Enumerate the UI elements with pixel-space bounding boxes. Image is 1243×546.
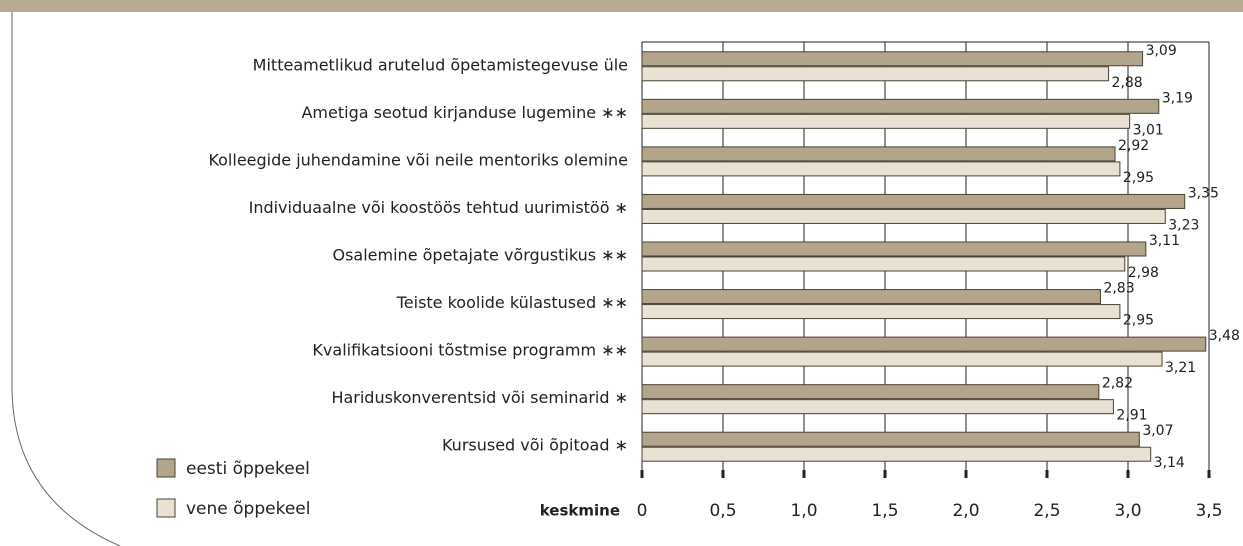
x-tick-label: 2,0 (952, 501, 979, 521)
value-label: 2,92 (1118, 138, 1149, 154)
bar (641, 146, 1116, 162)
bar (641, 208, 1166, 224)
y-tick-label: Hariduskonverentsid või seminarid ∗ (331, 388, 628, 407)
x-tick-label: 1,5 (871, 501, 898, 521)
top-band (0, 0, 1243, 12)
bar (641, 446, 1152, 462)
y-tick-label: Kolleegide juhendamine või neile mentori… (208, 150, 628, 169)
value-label: 3,14 (1154, 455, 1185, 471)
value-label: 3,01 (1133, 122, 1164, 138)
y-tick-label: Kvalifikatsiooni tõstmise programm ∗∗ (312, 341, 628, 360)
decor-curve (11, 12, 121, 546)
value-label: 2,82 (1102, 376, 1133, 392)
y-tick-label: Mitteametlikud arutelud õpetamistegevuse… (253, 55, 628, 74)
bar (641, 431, 1140, 447)
value-label: 2,88 (1112, 75, 1143, 91)
bar (641, 351, 1163, 367)
value-label: 3,11 (1149, 233, 1180, 249)
bar (641, 113, 1131, 129)
x-tick-label: 0,5 (709, 501, 736, 521)
value-label: 2,98 (1128, 265, 1159, 281)
bar (641, 193, 1186, 209)
x-tick-label: 2,5 (1033, 501, 1060, 521)
value-label: 3,35 (1188, 185, 1219, 201)
bar (641, 384, 1100, 400)
x-tick-label: 1,0 (790, 501, 817, 521)
legend-label: vene õppekeel (186, 499, 310, 519)
value-label: 3,07 (1142, 423, 1173, 439)
bar (641, 399, 1114, 415)
bar (641, 289, 1101, 305)
bar (641, 304, 1121, 320)
y-tick-label: Teiste koolide külastused ∗∗ (396, 293, 628, 312)
value-label: 2,95 (1123, 170, 1154, 186)
bar (641, 51, 1144, 67)
x-tick-label: 3,5 (1195, 501, 1222, 521)
value-label: 3,21 (1165, 360, 1196, 376)
legend-swatch (156, 498, 176, 518)
value-label: 3,09 (1146, 43, 1177, 59)
y-tick-label: Individuaalne või koostöös tehtud uurimi… (249, 198, 628, 217)
x-axis-label: keskmine (540, 502, 620, 520)
value-label: 2,95 (1123, 313, 1154, 329)
y-tick-label: Osalemine õpetajate võrgustikus ∗∗ (333, 246, 629, 265)
bar (641, 98, 1160, 114)
bar (641, 66, 1110, 82)
legend-label: eesti õppekeel (186, 459, 310, 479)
bar (641, 256, 1126, 272)
value-label: 3,48 (1209, 328, 1240, 344)
value-label: 2,91 (1116, 408, 1147, 424)
bar (641, 161, 1121, 177)
value-label: 2,83 (1103, 281, 1134, 297)
x-tick-label: 3,0 (1114, 501, 1141, 521)
bar (641, 336, 1207, 352)
x-tick-label: 0 (637, 501, 648, 521)
y-tick-label: Ametiga seotud kirjanduse lugemine ∗∗ (301, 103, 628, 122)
y-tick-label: Kursused või õpitoad ∗ (442, 436, 628, 455)
value-label: 3,19 (1162, 90, 1193, 106)
legend-swatch (156, 458, 176, 478)
value-label: 3,23 (1168, 217, 1199, 233)
bar (641, 241, 1147, 257)
